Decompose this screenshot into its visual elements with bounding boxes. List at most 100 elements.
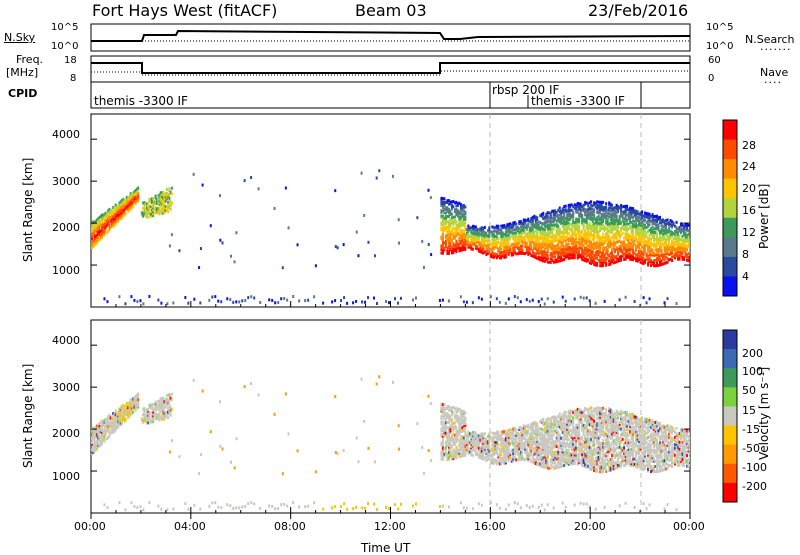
power-cell xyxy=(578,218,580,221)
power-cell xyxy=(171,202,173,205)
power-cell xyxy=(274,301,276,304)
power-cell xyxy=(378,169,380,172)
velocity-cell xyxy=(497,431,499,434)
power-cell xyxy=(343,296,345,299)
power-cell xyxy=(171,187,173,190)
power-cell xyxy=(304,299,306,302)
power-cell xyxy=(166,188,168,191)
power-cell xyxy=(592,250,594,253)
power-cell xyxy=(527,223,529,226)
power-cell xyxy=(521,248,523,251)
power-cell xyxy=(559,207,561,210)
power-cell xyxy=(583,223,585,226)
power-cell xyxy=(565,205,567,208)
velocity-cell xyxy=(168,393,170,396)
power-cell xyxy=(133,299,135,302)
power-cell xyxy=(464,225,466,228)
power-cell xyxy=(198,266,200,269)
power-cell xyxy=(442,232,444,235)
power-cell xyxy=(200,247,202,250)
power-cell xyxy=(285,186,287,189)
power-cell xyxy=(532,299,534,302)
power-cell xyxy=(490,295,492,298)
nsky-trace xyxy=(91,31,690,41)
power-cell xyxy=(184,296,186,299)
power-cell xyxy=(193,298,195,301)
power-cell xyxy=(463,300,465,303)
power-cell xyxy=(274,207,276,210)
power-cell xyxy=(505,302,507,305)
power-cell xyxy=(322,302,324,305)
power-cell xyxy=(517,296,519,299)
power-cell xyxy=(373,297,375,300)
velocity-cell xyxy=(452,411,454,414)
velocity-cell xyxy=(168,403,170,406)
velocity-cell xyxy=(484,432,486,435)
power-cell xyxy=(202,184,204,187)
power-cell xyxy=(398,218,400,221)
power-cell xyxy=(139,299,141,302)
power-cell xyxy=(488,239,490,242)
power-cell xyxy=(514,249,516,252)
power-cell xyxy=(428,243,430,246)
velocity-cell xyxy=(554,461,556,464)
velocity-cell xyxy=(132,411,134,414)
velocity-cell xyxy=(530,449,532,452)
power-cell xyxy=(400,297,402,300)
power-cell xyxy=(559,228,561,231)
velocity-cell xyxy=(497,443,499,446)
power-cell xyxy=(547,297,549,300)
power-cell xyxy=(315,264,317,267)
power-cell xyxy=(430,196,432,199)
power-cell xyxy=(292,295,294,298)
power-cell xyxy=(423,266,425,269)
power-cell xyxy=(137,186,139,189)
power-cell xyxy=(619,298,621,301)
power-cell xyxy=(363,214,365,217)
power-cell xyxy=(238,300,240,303)
power-cell xyxy=(244,299,246,302)
power-cell xyxy=(124,302,126,305)
velocity-cell xyxy=(526,448,528,451)
power-cell xyxy=(214,295,216,298)
power-cell xyxy=(337,246,339,249)
power-cell xyxy=(226,297,228,300)
power-cell xyxy=(520,300,522,303)
power-cell xyxy=(208,299,210,302)
power-cell xyxy=(286,299,288,302)
nsky-panel-frame xyxy=(91,24,690,51)
power-cell xyxy=(596,262,598,265)
power-cell xyxy=(416,216,418,219)
velocity-cell xyxy=(521,451,523,454)
power-cell xyxy=(586,296,588,299)
power-cell xyxy=(464,205,466,208)
power-cell xyxy=(557,225,559,228)
power-cell xyxy=(578,225,580,228)
power-cell xyxy=(361,300,363,303)
velocity-cell xyxy=(521,454,523,457)
power-cell xyxy=(649,297,651,300)
velocity-cell xyxy=(170,414,172,417)
power-cell xyxy=(626,205,628,208)
power-cell xyxy=(427,189,429,192)
power-cell xyxy=(132,205,134,208)
power-cell xyxy=(367,241,369,244)
power-cell xyxy=(472,301,474,304)
velocity-cell xyxy=(464,422,466,425)
power-cell xyxy=(148,295,150,298)
power-cell xyxy=(583,297,585,300)
velocity-cell xyxy=(137,392,139,395)
power-cell xyxy=(430,253,432,256)
power-cell xyxy=(394,297,396,300)
velocity-cell xyxy=(488,445,490,448)
power-cell xyxy=(488,226,490,229)
power-cell xyxy=(602,233,604,236)
power-cell xyxy=(166,302,168,305)
velocity-cell xyxy=(155,401,157,404)
power-cell xyxy=(481,298,483,301)
power-cell xyxy=(167,210,169,213)
power-cell xyxy=(152,197,154,200)
velocity-cell xyxy=(150,411,152,414)
power-cell xyxy=(170,208,172,211)
